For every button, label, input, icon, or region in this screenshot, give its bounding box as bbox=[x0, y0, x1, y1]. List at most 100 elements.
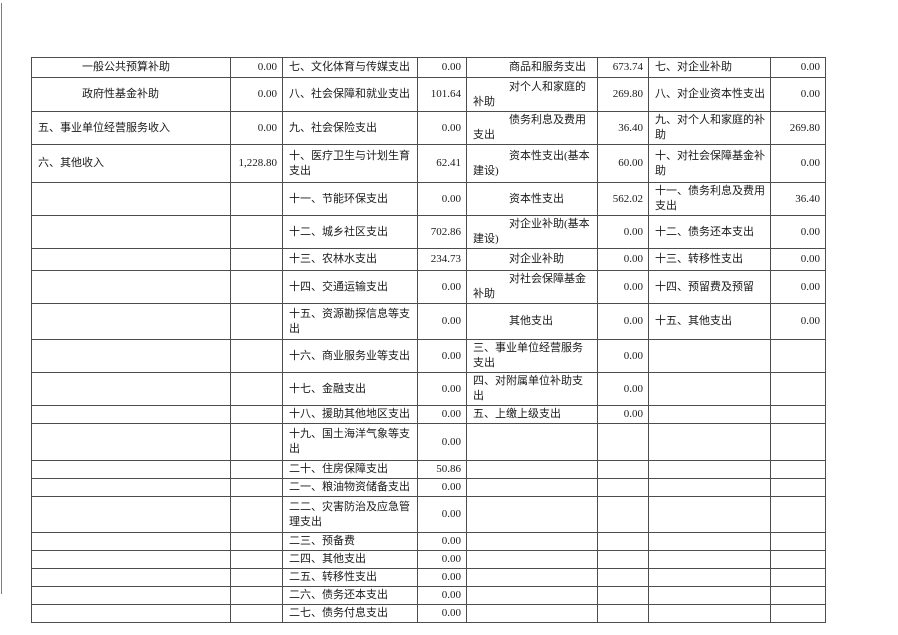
income-amount-cell bbox=[230, 248, 283, 271]
expenditure-amount-cell: 0.00 bbox=[417, 586, 467, 605]
expenditure-amount-cell: 0.00 bbox=[417, 478, 467, 497]
expenditure-item-cell: 十五、资源勘探信息等支出 bbox=[282, 303, 418, 340]
economic-class2-amount-cell bbox=[770, 532, 826, 551]
economic-class-item-cell: 对社会保障基金补助 bbox=[466, 270, 598, 304]
income-amount-cell bbox=[230, 478, 283, 497]
economic-class2-item-cell bbox=[648, 339, 771, 373]
table-row: 政府性基金补助 0.00 八、社会保障和就业支出 101.64 对个人和家庭的补助 269… bbox=[31, 77, 826, 112]
economic-class2-amount-cell: 0.00 bbox=[770, 144, 826, 183]
expenditure-item-cell: 十八、援助其他地区支出 bbox=[282, 405, 418, 424]
expenditure-item-cell: 二十、住房保障支出 bbox=[282, 460, 418, 479]
expenditure-item-cell: 二四、其他支出 bbox=[282, 550, 418, 569]
expenditure-amount-cell: 0.00 bbox=[417, 568, 467, 587]
economic-class-item-cell bbox=[466, 460, 598, 479]
expenditure-amount-cell: 0.00 bbox=[417, 532, 467, 551]
expenditure-amount-cell: 0.00 bbox=[417, 372, 467, 406]
budget-table: 一般公共预算补助 0.00 七、文化体育与传媒支出 0.00 商品和服务支出 673.74… bbox=[31, 57, 826, 623]
economic-class2-amount-cell: 0.00 bbox=[770, 303, 826, 340]
economic-class-amount-cell bbox=[597, 496, 649, 533]
economic-class-item-cell: 对个人和家庭的补助 bbox=[466, 77, 598, 112]
economic-class-item-cell bbox=[466, 423, 598, 461]
table-row: 二六、债务还本支出 0.00 bbox=[31, 586, 826, 605]
economic-class2-item-cell bbox=[648, 423, 771, 461]
income-amount-cell bbox=[230, 586, 283, 605]
economic-class-item-cell: 商品和服务支出 bbox=[466, 57, 598, 78]
expenditure-amount-cell: 0.00 bbox=[417, 604, 467, 623]
economic-class2-item-cell: 十二、债务还本支出 bbox=[648, 215, 771, 249]
income-amount-cell bbox=[230, 303, 283, 340]
table-row: 十六、商业服务业等支出 0.00 三、事业单位经营服务支出 0.00 bbox=[31, 339, 826, 373]
economic-class2-item-cell: 八、对企业资本性支出 bbox=[648, 77, 771, 112]
expenditure-item-cell: 二五、转移性支出 bbox=[282, 568, 418, 587]
economic-class-amount-cell: 0.00 bbox=[597, 303, 649, 340]
table-row: 二三、预备费 0.00 bbox=[31, 532, 826, 551]
economic-class2-amount-cell bbox=[770, 550, 826, 569]
table-row: 六、其他收入 1,228.80 十、医疗卫生与计划生育支出 62.41 资本性支出(基本… bbox=[31, 144, 826, 183]
economic-class2-item-cell: 七、对企业补助 bbox=[648, 57, 771, 78]
economic-class2-item-cell bbox=[648, 604, 771, 623]
table-row: 十一、节能环保支出 0.00 资本性支出 562.02 十一、债务利息及费用支出 36.4… bbox=[31, 182, 826, 216]
economic-class2-item-cell: 十三、转移性支出 bbox=[648, 248, 771, 271]
economic-class-item-cell bbox=[466, 550, 598, 569]
income-item-cell bbox=[31, 248, 231, 271]
income-item-cell bbox=[31, 182, 231, 216]
income-amount-cell bbox=[230, 215, 283, 249]
economic-class2-amount-cell: 0.00 bbox=[770, 57, 826, 78]
table-row: 二五、转移性支出 0.00 bbox=[31, 568, 826, 587]
income-amount-cell bbox=[230, 460, 283, 479]
economic-class-amount-cell bbox=[597, 568, 649, 587]
economic-class2-item-cell bbox=[648, 405, 771, 424]
economic-class2-amount-cell bbox=[770, 568, 826, 587]
economic-class-amount-cell: 0.00 bbox=[597, 215, 649, 249]
income-item-cell bbox=[31, 339, 231, 373]
economic-class-amount-cell bbox=[597, 604, 649, 623]
table-row: 二七、债务付息支出 0.00 bbox=[31, 604, 826, 623]
table-row: 二四、其他支出 0.00 bbox=[31, 550, 826, 569]
expenditure-item-cell: 九、社会保险支出 bbox=[282, 111, 418, 145]
income-amount-cell bbox=[230, 496, 283, 533]
income-amount-cell bbox=[230, 270, 283, 304]
income-item-cell: 一般公共预算补助 bbox=[31, 57, 231, 78]
economic-class2-item-cell bbox=[648, 460, 771, 479]
income-amount-cell bbox=[230, 339, 283, 373]
economic-class2-amount-cell: 36.40 bbox=[770, 182, 826, 216]
table-row: 一般公共预算补助 0.00 七、文化体育与传媒支出 0.00 商品和服务支出 673.74… bbox=[31, 57, 826, 78]
economic-class2-amount-cell bbox=[770, 604, 826, 623]
cropped-column-border-line bbox=[1, 3, 2, 594]
economic-class2-item-cell bbox=[648, 372, 771, 406]
expenditure-item-cell: 二七、债务付息支出 bbox=[282, 604, 418, 623]
income-item-cell bbox=[31, 532, 231, 551]
income-amount-cell bbox=[230, 550, 283, 569]
income-item-cell bbox=[31, 496, 231, 533]
economic-class-amount-cell bbox=[597, 550, 649, 569]
economic-class2-amount-cell bbox=[770, 478, 826, 497]
expenditure-item-cell: 七、文化体育与传媒支出 bbox=[282, 57, 418, 78]
expenditure-item-cell: 十九、国土海洋气象等支出 bbox=[282, 423, 418, 461]
income-item-cell bbox=[31, 586, 231, 605]
economic-class2-amount-cell: 0.00 bbox=[770, 215, 826, 249]
economic-class2-item-cell: 十一、债务利息及费用支出 bbox=[648, 182, 771, 216]
expenditure-item-cell: 十一、节能环保支出 bbox=[282, 182, 418, 216]
economic-class-item-cell: 其他支出 bbox=[466, 303, 598, 340]
expenditure-amount-cell: 50.86 bbox=[417, 460, 467, 479]
economic-class2-amount-cell bbox=[770, 496, 826, 533]
economic-class-amount-cell: 0.00 bbox=[597, 270, 649, 304]
economic-class2-amount-cell: 269.80 bbox=[770, 111, 826, 145]
expenditure-amount-cell: 0.00 bbox=[417, 303, 467, 340]
income-amount-cell bbox=[230, 182, 283, 216]
expenditure-amount-cell: 0.00 bbox=[417, 423, 467, 461]
table-row: 十九、国土海洋气象等支出 0.00 bbox=[31, 423, 826, 461]
expenditure-item-cell: 八、社会保障和就业支出 bbox=[282, 77, 418, 112]
economic-class-amount-cell: 36.40 bbox=[597, 111, 649, 145]
economic-class-amount-cell: 0.00 bbox=[597, 248, 649, 271]
economic-class-item-cell: 对企业补助 bbox=[466, 248, 598, 271]
economic-class2-amount-cell bbox=[770, 423, 826, 461]
economic-class2-item-cell bbox=[648, 550, 771, 569]
economic-class2-amount-cell bbox=[770, 460, 826, 479]
economic-class-item-cell bbox=[466, 568, 598, 587]
table-row: 二十、住房保障支出 50.86 bbox=[31, 460, 826, 479]
table-row: 十八、援助其他地区支出 0.00 五、上缴上级支出 0.00 bbox=[31, 405, 826, 424]
income-item-cell: 六、其他收入 bbox=[31, 144, 231, 183]
income-item-cell bbox=[31, 550, 231, 569]
table-row: 二一、粮油物资储备支出 0.00 bbox=[31, 478, 826, 497]
